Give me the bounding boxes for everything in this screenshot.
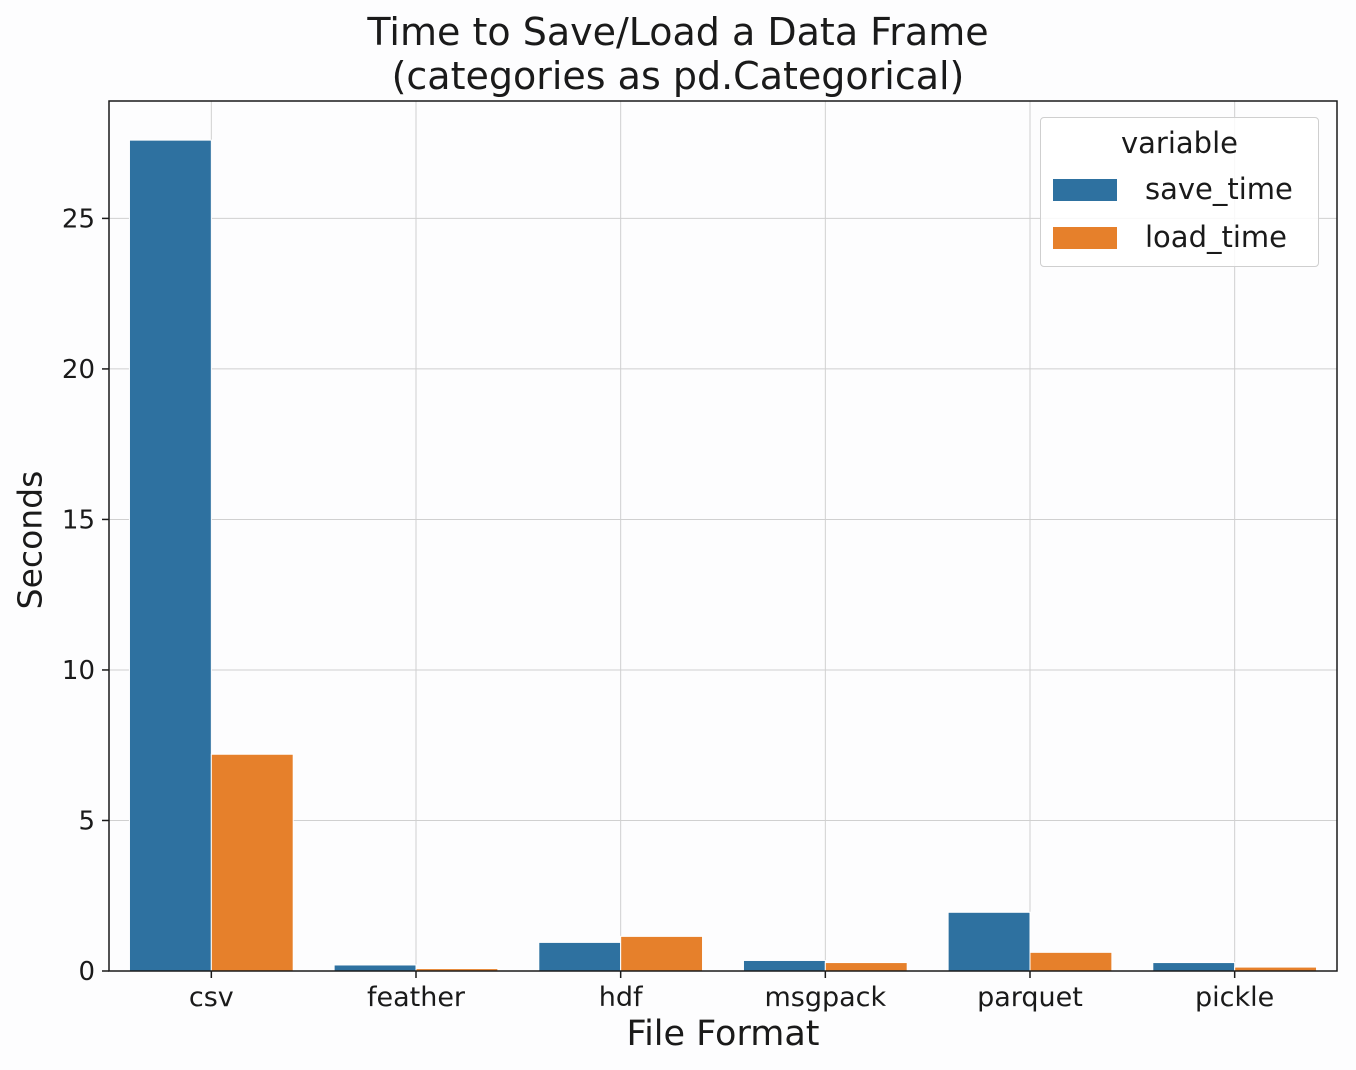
x-axis-ticks: csv feather hdf msgpack parquet pickle xyxy=(189,971,1274,1013)
bar-load_time-parquet xyxy=(1029,951,1113,972)
bars xyxy=(128,139,1318,972)
bar-save_time-csv xyxy=(128,139,212,972)
legend-swatch-load-time xyxy=(1053,227,1117,249)
bar-load_time-msgpack xyxy=(824,962,908,972)
x-tick-label-csv: csv xyxy=(189,982,234,1013)
y-tick-label: 15 xyxy=(62,505,95,535)
plot-frame xyxy=(108,100,1338,972)
x-tick-label-feather: feather xyxy=(367,982,466,1013)
bar-save_time-feather xyxy=(333,964,417,972)
legend-swatch-save-time xyxy=(1053,179,1117,201)
bar-load_time-hdf xyxy=(620,935,704,972)
bar-save_time-hdf xyxy=(538,941,622,972)
y-axis-ticks: 0 5 10 15 20 25 xyxy=(62,204,109,987)
chart-subtitle: (categories as pd.Categorical) xyxy=(391,54,965,98)
x-tick-label-pickle: pickle xyxy=(1195,982,1274,1013)
legend-label-save-time: save_time xyxy=(1145,172,1293,206)
y-tick-label: 0 xyxy=(78,957,95,987)
y-tick-label: 5 xyxy=(78,806,95,836)
bar-save_time-pickle xyxy=(1152,962,1236,972)
bar-load_time-csv xyxy=(210,753,294,972)
y-axis-label: Seconds xyxy=(10,470,50,610)
x-tick-label-msgpack: msgpack xyxy=(764,982,886,1013)
x-axis-label: File Format xyxy=(626,1014,820,1054)
y-tick-label: 25 xyxy=(62,204,95,234)
x-tick-label-parquet: parquet xyxy=(977,982,1083,1013)
chart-title: Time to Save/Load a Data Frame xyxy=(367,10,989,54)
bar-save_time-parquet xyxy=(947,911,1031,972)
legend: variable save_time load_time xyxy=(1040,117,1319,267)
legend-label-load-time: load_time xyxy=(1145,220,1287,254)
bar-save_time-msgpack xyxy=(742,959,826,972)
y-tick-label: 10 xyxy=(62,656,95,686)
legend-title: variable xyxy=(1121,126,1238,160)
x-tick-label-hdf: hdf xyxy=(599,982,644,1013)
y-tick-label: 20 xyxy=(62,355,95,385)
